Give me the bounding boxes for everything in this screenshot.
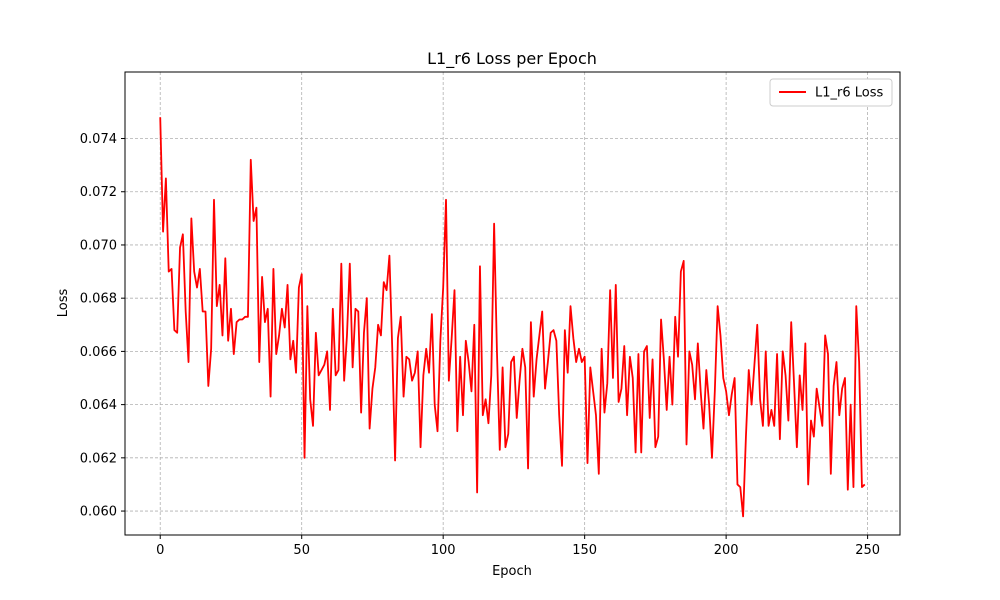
x-tick-label: 100 xyxy=(431,543,456,558)
y-tick-label: 0.074 xyxy=(80,132,117,147)
x-axis-label: Epoch xyxy=(492,564,532,579)
x-tick-label: 200 xyxy=(714,543,739,558)
legend: L1_r6 Loss xyxy=(769,78,893,107)
y-tick-label: 0.068 xyxy=(80,292,117,307)
y-axis-label: Loss xyxy=(56,289,71,318)
axis-ticks: 0 50 100 150 200 250 0.060 0.062 0.064 0.066 0.068… xyxy=(80,132,880,558)
chart-title: L1_r6 Loss per Epoch xyxy=(427,49,597,69)
x-tick-label: 250 xyxy=(855,543,880,558)
y-tick-label: 0.064 xyxy=(80,398,117,413)
x-tick-label: 150 xyxy=(572,543,597,558)
y-tick-label: 0.072 xyxy=(80,185,117,200)
y-tick-label: 0.062 xyxy=(80,451,117,466)
y-tick-label: 0.060 xyxy=(80,505,117,520)
series-line xyxy=(159,117,866,518)
x-tick-label: 0 xyxy=(156,543,164,558)
plot-frame xyxy=(124,71,901,536)
x-tick-label: 50 xyxy=(293,543,310,558)
legend-label: L1_r6 Loss xyxy=(815,86,884,101)
y-tick-label: 0.066 xyxy=(80,345,117,360)
legend-box xyxy=(769,78,893,107)
y-tick-label: 0.070 xyxy=(80,238,117,253)
series-lines xyxy=(159,117,866,518)
grid xyxy=(125,72,900,535)
